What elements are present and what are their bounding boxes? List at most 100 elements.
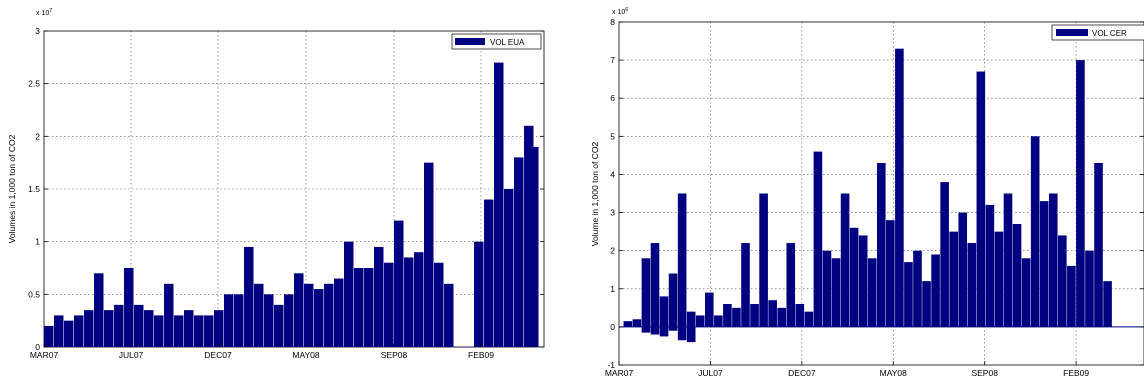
x-tick-label: MAR07 [605, 368, 634, 378]
bar-eua [394, 220, 404, 347]
bar-cer [1003, 193, 1013, 327]
bar-cer [1030, 136, 1040, 327]
bar-eua [214, 310, 224, 347]
bar-eua [194, 315, 204, 347]
ticks-cer: -1 0 1 2 3 4 5 6 7 8 MAR07 JUL07 DEC07 MAY08 SEP08 FEB0… [605, 17, 1144, 378]
bar-cer [786, 243, 796, 327]
bar-cer [686, 311, 696, 327]
y-tick-label: 1 [35, 237, 40, 247]
bar-cer [886, 220, 895, 327]
bar-eua [324, 283, 334, 347]
bar-eua [144, 310, 154, 347]
y-exponent-cer: x 106 [612, 7, 628, 16]
bar-eua [334, 278, 344, 347]
bar-cer [976, 71, 986, 327]
x-tick-label: DEC07 [788, 368, 816, 378]
bar-cer [650, 243, 660, 327]
bar-cer [641, 258, 651, 327]
x-tick-label: JUL07 [119, 350, 144, 360]
x-tick-label: FEB09 [468, 350, 494, 360]
bar-eua [44, 325, 54, 347]
y-tick-label: 2 [35, 131, 40, 141]
y-axis-label-cer: Volume in 1,000 ton of CO2 [590, 142, 600, 247]
bar-eua [84, 310, 94, 347]
y-tick-label: -1 [607, 360, 615, 370]
bar-cer [994, 231, 1004, 327]
bar-cer [714, 315, 723, 327]
legend-swatch-cer [1056, 29, 1088, 36]
chart-eua: 0 0.5 1 1.5 2 2.5 3 MAR07 JUL07 DEC07 MAY08 SEP08 FE… [7, 8, 545, 360]
bar-cer [831, 258, 841, 327]
bar-cer [858, 235, 868, 327]
bar-eua [529, 146, 539, 347]
bar-eua [254, 283, 264, 347]
bar-cer [967, 243, 977, 327]
bar-cer [686, 326, 696, 343]
bar-cer [876, 163, 886, 327]
chart-cer: -1 0 1 2 3 4 5 6 7 8 MAR07 JUL07 DEC07 MAY08 SEP08 FEB0… [590, 7, 1144, 378]
bar-eua [374, 246, 384, 347]
bar-cer [913, 250, 922, 327]
y-tick-label: 1 [610, 284, 615, 294]
bar-cer [668, 273, 678, 327]
bar-cer [904, 262, 913, 327]
bar-eua [344, 241, 354, 347]
y-tick-label: 5 [610, 131, 615, 141]
bar-cer [641, 326, 651, 333]
bar-cer [732, 307, 741, 327]
legend-eua: VOL EUA [451, 33, 542, 50]
bar-eua [314, 289, 324, 347]
x-tick-label: FEB09 [1063, 368, 1089, 378]
bars-cer [623, 48, 1112, 343]
bar-eua [474, 241, 484, 347]
bar-cer [723, 304, 732, 327]
x-tick-label: SEP08 [971, 368, 998, 378]
x-tick-label: DEC07 [204, 350, 232, 360]
bar-eua [294, 273, 304, 347]
bar-cer [750, 304, 759, 327]
bar-cer [1076, 60, 1085, 327]
ticks-eua: 0 0.5 1 1.5 2 2.5 3 MAR07 JUL07 DEC07 MAY08 SEP08 FE… [28, 26, 544, 360]
bar-cer [1048, 193, 1058, 327]
bar-cer [704, 292, 714, 327]
y-tick-label: 0 [35, 342, 40, 352]
x-tick-label: MAR07 [30, 350, 59, 360]
legend-label-cer: VOL CER [1092, 29, 1127, 38]
bar-cer [849, 227, 859, 327]
bar-cer [1085, 250, 1094, 327]
bar-eua [384, 262, 394, 347]
bar-cer [623, 321, 633, 327]
bar-eua [184, 310, 194, 347]
bar-cer [1021, 258, 1031, 327]
bar-eua [264, 294, 274, 347]
legend-label-eua: VOL EUA [490, 38, 525, 47]
bar-eua [244, 246, 254, 347]
y-exponent-eua: x 107 [36, 8, 52, 17]
bar-eua [524, 125, 534, 347]
bar-eua [234, 294, 244, 347]
bar-cer [949, 231, 958, 327]
bar-cer [768, 300, 777, 327]
bar-cer [632, 319, 642, 327]
bar-cer [940, 182, 949, 327]
bar-cer [1058, 235, 1067, 327]
bar-cer [659, 296, 669, 327]
y-tick-label: 6 [610, 93, 615, 103]
bar-cer [895, 48, 904, 327]
y-tick-label: 3 [35, 26, 40, 36]
bar-eua [134, 304, 144, 347]
y-tick-label: 0.5 [28, 289, 40, 299]
bar-cer [795, 304, 805, 327]
bar-eua [434, 262, 444, 347]
bar-eua [204, 315, 214, 347]
bar-eua [104, 310, 114, 347]
bar-eua [64, 320, 74, 347]
bar-cer [1039, 201, 1049, 327]
bar-eua [444, 283, 454, 347]
bar-eua [164, 283, 174, 347]
bar-eua [304, 283, 314, 347]
y-tick-label: 8 [610, 17, 615, 27]
bar-eua [224, 294, 234, 347]
bar-cer [777, 307, 787, 327]
